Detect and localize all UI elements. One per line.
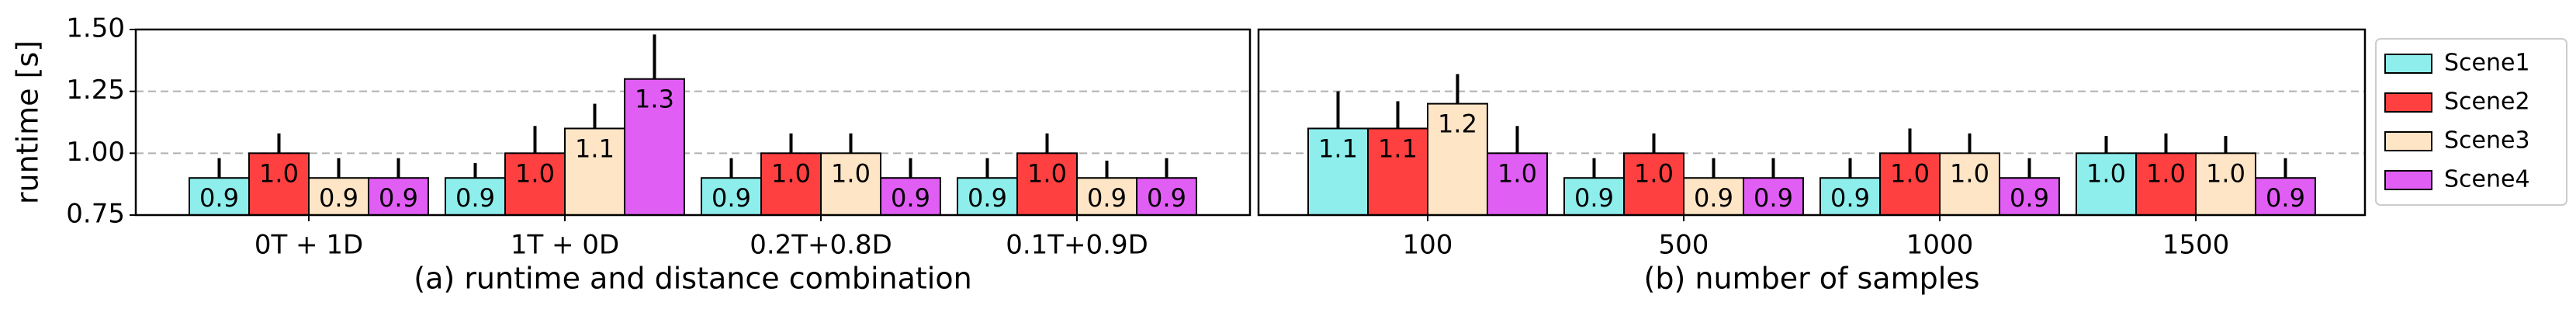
value-label: 1.0 (1950, 158, 1989, 188)
x-tick-label: 0T + 1D (254, 230, 363, 261)
legend-swatch (2384, 170, 2432, 190)
bar (308, 177, 369, 216)
x-tick-label: 0.2T+0.8D (750, 230, 892, 261)
value-label: 1.3 (635, 85, 674, 114)
bar (1487, 152, 1548, 216)
value-label: 0.9 (1694, 183, 1733, 213)
value-label: 0.9 (1147, 183, 1186, 213)
value-label: 0.9 (379, 183, 418, 213)
value-label: 1.0 (1890, 158, 1930, 188)
value-label: 0.9 (1830, 183, 1870, 213)
x-tick-label: 100 (1403, 230, 1453, 261)
value-label: 0.9 (2010, 183, 2049, 213)
bar (1623, 152, 1684, 216)
legend-label: Scene2 (2444, 89, 2530, 116)
bar (1563, 177, 1625, 216)
bar (1016, 152, 1078, 216)
value-label: 1.1 (1318, 134, 1358, 163)
value-label: 0.9 (2266, 183, 2305, 213)
value-label: 1.0 (2206, 158, 2245, 188)
bar (624, 78, 685, 216)
y-axis-label: runtime [s] (11, 40, 45, 204)
value-label: 1.0 (259, 158, 299, 188)
value-label: 0.9 (319, 183, 358, 213)
y-tick-label: 0.75 (66, 199, 125, 230)
value-label: 0.9 (1574, 183, 1614, 213)
bar (1427, 102, 1488, 216)
value-label: 0.9 (1087, 183, 1127, 213)
plot-frame (1257, 28, 2367, 217)
bar (957, 177, 1018, 216)
value-label: 1.2 (1438, 109, 1477, 139)
bar (760, 152, 822, 216)
value-label: 1.1 (1378, 134, 1418, 163)
value-label: 1.0 (1497, 158, 1537, 188)
value-label: 1.0 (831, 158, 871, 188)
value-label: 1.0 (771, 158, 811, 188)
x-tick-label: 1000 (1906, 230, 1974, 261)
value-label: 0.9 (455, 183, 495, 213)
value-label: 0.9 (1754, 183, 1793, 213)
legend-box (2375, 38, 2567, 206)
x-tick-label: 1T + 0D (511, 230, 619, 261)
bar (1367, 127, 1428, 216)
value-label: 1.0 (2086, 158, 2126, 188)
legend-swatch (2384, 131, 2432, 151)
legend-label: Scene4 (2444, 166, 2530, 193)
x-tick-label: 0.1T+0.9D (1006, 230, 1148, 261)
value-label: 1.1 (575, 134, 615, 163)
bar (445, 177, 506, 216)
value-label: 1.0 (515, 158, 555, 188)
bar (1076, 177, 1137, 216)
legend-label: Scene1 (2444, 50, 2530, 77)
y-tick-label: 1.00 (66, 137, 125, 168)
x-axis-label: (a) runtime and distance combination (414, 262, 971, 296)
bar (1683, 177, 1744, 216)
legend-swatch (2384, 54, 2432, 74)
value-label: 0.9 (199, 183, 239, 213)
value-label: 1.0 (2146, 158, 2186, 188)
bar (880, 177, 941, 216)
x-tick-label: 500 (1659, 230, 1709, 261)
x-tick-label: 1500 (2162, 230, 2230, 261)
value-label: 0.9 (891, 183, 930, 213)
bar (564, 127, 625, 216)
value-label: 1.0 (1634, 158, 1674, 188)
value-label: 1.0 (1027, 158, 1067, 188)
plot-frame (134, 28, 1252, 217)
value-label: 0.9 (712, 183, 751, 213)
legend-label: Scene3 (2444, 127, 2530, 155)
y-tick-label: 1.25 (66, 75, 125, 106)
legend-swatch (2384, 92, 2432, 113)
value-label: 0.9 (968, 183, 1007, 213)
x-axis-label: (b) number of samples (1644, 262, 1980, 296)
y-tick-label: 1.50 (66, 13, 125, 44)
